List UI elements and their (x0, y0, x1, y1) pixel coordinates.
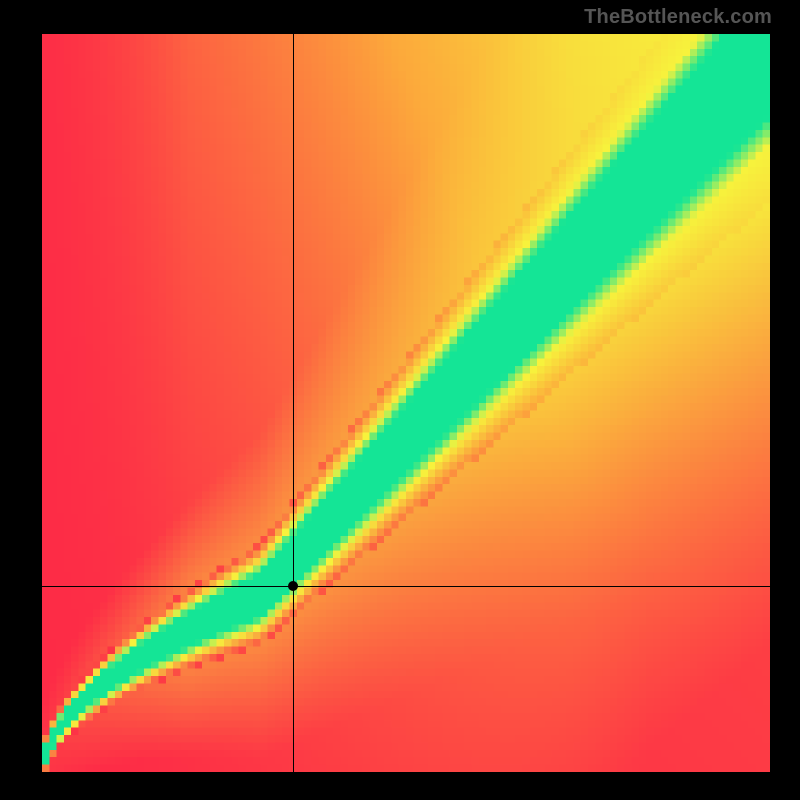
bottleneck-heatmap (42, 34, 770, 772)
crosshair-horizontal (42, 586, 770, 587)
watermark-text: TheBottleneck.com (584, 6, 772, 29)
crosshair-vertical (293, 34, 294, 772)
chart-container: TheBottleneck.com (0, 0, 800, 800)
